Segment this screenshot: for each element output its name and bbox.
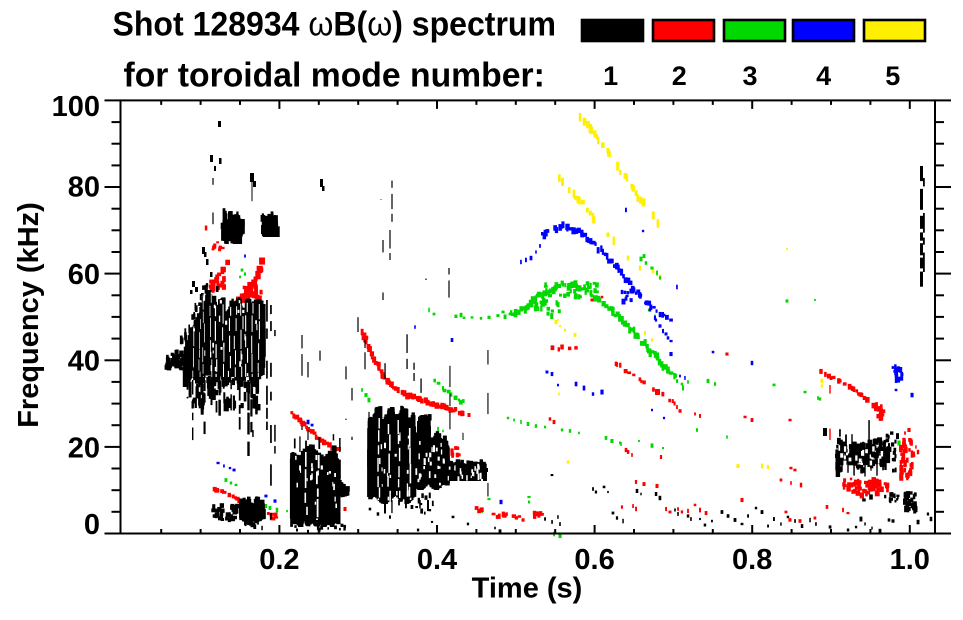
svg-text:60: 60 bbox=[68, 259, 100, 291]
svg-text:Frequency (kHz): Frequency (kHz) bbox=[13, 202, 45, 428]
svg-text:2: 2 bbox=[672, 61, 687, 91]
svg-text:100: 100 bbox=[52, 91, 100, 123]
svg-text:1: 1 bbox=[603, 61, 618, 91]
svg-text:0.4: 0.4 bbox=[417, 544, 457, 576]
svg-text:40: 40 bbox=[68, 346, 100, 378]
svg-text:0: 0 bbox=[84, 509, 100, 541]
svg-text:0.6: 0.6 bbox=[574, 544, 614, 576]
svg-text:for toroidal mode number:: for toroidal mode number: bbox=[124, 56, 545, 94]
svg-text:4: 4 bbox=[816, 61, 831, 91]
svg-text:0.8: 0.8 bbox=[732, 544, 772, 576]
svg-text:20: 20 bbox=[68, 433, 100, 465]
svg-text:Shot 128934 ωB(ω) spectrum: Shot 128934 ωB(ω) spectrum bbox=[113, 6, 557, 44]
svg-text:0.2: 0.2 bbox=[259, 544, 299, 576]
svg-text:80: 80 bbox=[68, 172, 100, 204]
svg-text:1.0: 1.0 bbox=[890, 544, 930, 576]
svg-text:5: 5 bbox=[885, 61, 900, 91]
svg-text:Time (s): Time (s) bbox=[472, 573, 583, 605]
svg-text:3: 3 bbox=[742, 61, 757, 91]
